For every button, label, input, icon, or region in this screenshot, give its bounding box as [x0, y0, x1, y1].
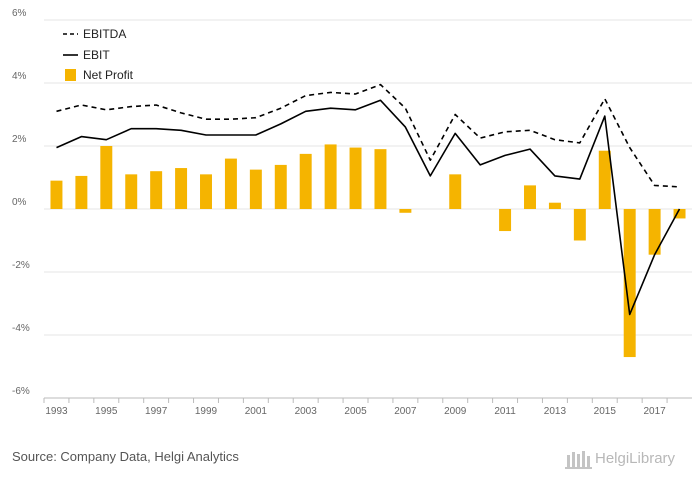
y-tick-label: -2%: [12, 260, 30, 271]
source-note: Source: Company Data, Helgi Analytics: [12, 449, 239, 464]
legend-label-net-profit: Net Profit: [83, 68, 134, 82]
x-tick-label: 2017: [643, 406, 666, 417]
legend-label-ebitda: EBITDA: [83, 27, 126, 41]
net-profit-bar-2009: [449, 174, 462, 209]
x-tick-label: 1997: [145, 406, 168, 417]
brand-name: HelgiLibrary: [595, 450, 676, 467]
net-profit-bar-2004: [324, 144, 337, 209]
x-axis: [43, 397, 692, 403]
net-profit-bar-2014: [573, 209, 586, 241]
ebit-line: [56, 99, 681, 316]
x-tick-label: 2015: [594, 406, 617, 417]
y-tick-label: 0%: [12, 197, 27, 208]
net-profit-bar-2013: [548, 202, 561, 209]
x-tick-label: 1995: [95, 406, 118, 417]
x-tick-label: 2003: [295, 406, 318, 417]
net-profit-bar-2001: [249, 169, 262, 209]
net-profit-bar-1993: [50, 180, 63, 209]
y-tick-label: 6%: [12, 8, 27, 19]
legend-swatch-net-profit: [65, 69, 76, 81]
net-profit-bar-2016: [623, 209, 636, 358]
brand-logo: HelgiLibrary: [565, 448, 693, 472]
net-profit-bar-2000: [224, 158, 237, 209]
net-profit-bar-2007: [399, 209, 412, 213]
net-profit-bar-2003: [299, 153, 312, 209]
net-profit-bar-2012: [524, 185, 536, 209]
series-lines: [56, 83, 681, 316]
net-profit-bar-1997: [150, 171, 163, 209]
net-profit-bar-2018: [673, 209, 686, 219]
gridlines: [44, 19, 692, 399]
net-profit-bars: [50, 144, 686, 358]
net-profit-bar-2002: [274, 164, 287, 209]
x-tick-label: 2005: [344, 406, 367, 417]
x-tick-label: 2001: [245, 406, 268, 417]
ebitda-line: [56, 83, 680, 188]
y-tick-label: -4%: [12, 323, 30, 334]
x-tick-label: 2013: [544, 406, 567, 417]
net-profit-bar-1994: [75, 175, 88, 209]
net-profit-bar-2017: [648, 209, 661, 255]
x-tick-label: 2011: [494, 406, 516, 417]
net-profit-bar-1998: [175, 168, 188, 209]
legend-label-ebit: EBIT: [83, 48, 110, 62]
y-axis-ticks: 6% 4% 2% 0% -2% -4% -6%: [12, 8, 30, 397]
y-tick-label: 2%: [12, 134, 27, 145]
library-icon: [565, 451, 592, 469]
x-tick-label: 2009: [444, 406, 467, 417]
net-profit-bar-1996: [125, 174, 138, 209]
x-tick-label: 1993: [45, 406, 68, 417]
x-axis-ticks: 1993 1995 1997 1999 2001 2003 2005 2007 2009 2011…: [45, 406, 666, 417]
net-profit-bar-2015: [598, 150, 611, 209]
net-profit-bar-1999: [200, 174, 212, 209]
net-profit-bar-2006: [374, 149, 387, 209]
x-tick-label: 2007: [394, 406, 417, 417]
net-profit-bar-1995: [100, 146, 113, 209]
y-tick-label: 4%: [12, 71, 27, 82]
net-profit-bar-2005: [349, 147, 362, 209]
net-profit-bar-2011: [499, 209, 512, 232]
x-tick-label: 1999: [195, 406, 218, 417]
y-tick-label: -6%: [12, 386, 30, 397]
legend: EBITDA EBIT Net Profit: [63, 27, 134, 82]
